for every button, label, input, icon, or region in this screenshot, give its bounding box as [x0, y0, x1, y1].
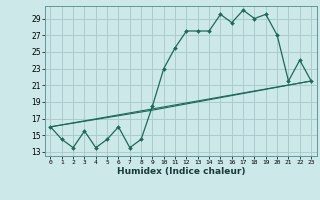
- X-axis label: Humidex (Indice chaleur): Humidex (Indice chaleur): [116, 167, 245, 176]
